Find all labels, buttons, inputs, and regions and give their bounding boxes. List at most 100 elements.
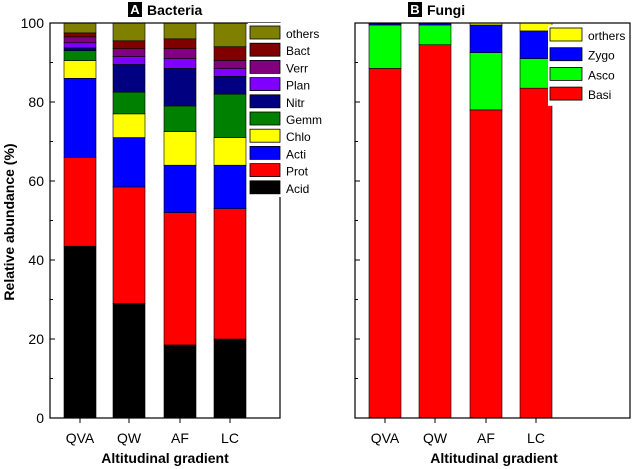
panel-letter-box-a [128,2,142,17]
legend-swatch-bacteria-others [249,25,281,40]
legend-swatch-fungi-basi [549,86,583,101]
legend-label-fungi-basi: Basi [588,88,611,102]
y-tick-label-bacteria-60: 60 [28,173,44,189]
x-tick-label-bacteria-qva: QVA [66,430,95,446]
x-tick-label-fungi-lc: LC [527,430,545,446]
bar-segment-bacteria-qw-gemm [112,91,146,115]
bar-segment-bacteria-af-nitr [163,68,197,107]
legend-label-fungi-zygo: Zygo [588,49,615,63]
y-tick-label-bacteria-20: 20 [28,331,44,347]
legend-swatch-fungi-orthers [549,27,583,42]
legend-label-bacteria-prot: Prot [286,165,309,179]
legend-label-bacteria-others: others [286,27,319,41]
bar-segment-fungi-lc-orthers [519,22,553,32]
x-tick-label-bacteria-qw: QW [117,430,142,446]
bar-segment-fungi-qw-basi [418,44,452,419]
legend-label-bacteria-plan: Plan [286,79,310,93]
bar-segment-bacteria-af-bact [163,38,197,49]
bar-segment-fungi-af-zygo [469,24,503,53]
bar-segment-bacteria-qva-acid [63,245,97,419]
y-tick-label-bacteria-100: 100 [21,15,45,31]
bar-segment-bacteria-af-chlo [163,131,197,166]
legend-label-bacteria-acti: Acti [286,147,306,161]
bar-segment-bacteria-qw-others [112,22,146,42]
bar-segment-bacteria-qva-prot [63,157,97,247]
panel-title-fungi: Fungi [427,2,465,18]
legend-label-bacteria-bact: Bact [286,44,311,58]
legend-label-fungi-orthers: orthers [588,29,625,43]
panel-fungi: B Fungi QVA QW AF LC orthers Zygo Asco Basi Alt… [354,2,631,466]
legend-swatch-bacteria-plan [249,77,281,91]
bar-segment-bacteria-qva-nitr [63,47,97,51]
bar-segment-fungi-af-basi [469,109,503,419]
bar-segment-bacteria-qva-gemm [63,50,97,61]
bar-segment-fungi-qva-asco [368,24,402,69]
panel-bacteria: A Bacteria QVA QW AF LC 0 20 40 60 80 100 others Ba… [21,2,330,466]
bar-segment-bacteria-qw-chlo [112,113,146,138]
x-axis-title-bacteria: Altitudinal gradient [101,450,229,466]
bar-segment-bacteria-qw-prot [112,186,146,304]
bar-segment-bacteria-qva-acti [63,78,97,158]
legend-label-bacteria-chlo: Chlo [286,130,311,144]
legend-swatch-bacteria-bact [249,42,281,57]
bar-segment-bacteria-af-gemm [163,105,197,132]
y-tick-label-bacteria-80: 80 [28,94,44,110]
bar-segment-bacteria-qw-acid [112,303,146,419]
legend-swatch-bacteria-acti [249,145,281,160]
bar-segment-bacteria-lc-prot [213,208,247,340]
bar-segment-bacteria-lc-plan [213,68,247,77]
bar-segment-bacteria-lc-others [213,22,247,48]
legend-label-fungi-asco: Asco [588,68,615,82]
legend-label-bacteria-acid: Acid [286,182,309,196]
legend-label-bacteria-gemm: Gemm [286,113,322,127]
legend-swatch-bacteria-gemm [249,111,281,126]
bar-segment-fungi-qw-asco [418,24,452,46]
bar-segment-bacteria-qw-bact [112,40,146,49]
bar-segment-bacteria-lc-verr [213,60,247,69]
x-tick-label-bacteria-af: AF [171,430,189,446]
bar-segment-bacteria-qva-bact [63,32,97,38]
x-tick-label-bacteria-lc: LC [221,430,239,446]
bar-segment-bacteria-qw-plan [112,56,146,65]
bar-segment-bacteria-qva-plan [63,42,97,49]
bar-segment-bacteria-lc-bact [213,46,247,61]
bar-segment-fungi-lc-basi [519,87,553,419]
bar-segment-bacteria-lc-chlo [213,137,247,166]
bar-segment-bacteria-lc-acid [213,338,247,419]
legend-swatch-fungi-zygo [549,47,583,62]
panel-letter-a: A [130,2,140,17]
bar-segment-bacteria-af-prot [163,212,197,346]
y-axis-title: Relative abundance (%) [1,143,17,300]
x-tick-label-fungi-af: AF [477,430,495,446]
bar-segment-bacteria-qva-verr [63,36,97,44]
legend-label-bacteria-nitr: Nitr [286,96,305,110]
legend-swatch-fungi-asco [549,67,583,81]
legend-swatch-bacteria-verr [249,60,281,74]
x-axis-title-fungi: Altitudinal gradient [430,450,558,466]
legend-swatch-bacteria-prot [249,163,281,178]
legend-label-bacteria-verr: Verr [286,61,308,75]
bar-segment-bacteria-qva-others [63,22,97,34]
x-tick-label-fungi-qw: QW [423,430,448,446]
bar-segment-bacteria-qw-verr [112,48,146,57]
y-tick-label-bacteria-0: 0 [36,410,44,426]
panel-title-bacteria: Bacteria [147,2,202,18]
bar-segment-bacteria-lc-acti [213,164,247,209]
legend-swatch-bacteria-nitr [249,94,281,109]
bar-segment-bacteria-qva-chlo [63,60,97,79]
legend-swatch-bacteria-chlo [249,128,281,143]
bar-segment-fungi-qva-basi [368,68,402,419]
bar-segment-fungi-af-asco [469,52,503,111]
bar-segment-bacteria-lc-gemm [213,93,247,138]
bar-segment-bacteria-qw-nitr [112,64,146,93]
bar-segment-bacteria-qw-acti [112,137,146,188]
panel-letter-b: B [410,2,419,17]
bar-segment-fungi-lc-asco [519,58,553,89]
bar-segment-bacteria-af-acti [163,164,197,213]
legend-swatch-bacteria-acid [249,180,281,195]
bar-segment-bacteria-af-others [163,22,197,40]
bar-segment-bacteria-af-plan [163,58,197,69]
y-tick-label-bacteria-40: 40 [28,252,44,268]
bar-segment-bacteria-af-acid [163,344,197,419]
